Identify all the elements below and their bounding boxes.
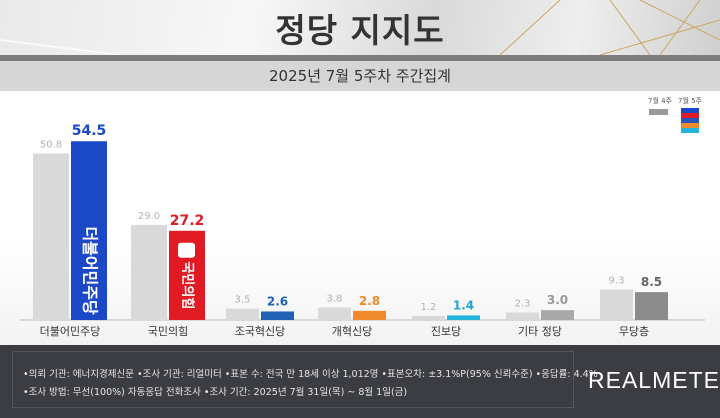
bar-prev-week — [318, 307, 351, 320]
bar-prev-week — [33, 153, 69, 320]
ppp-logo-mark — [178, 242, 195, 258]
bar-this-week — [447, 315, 480, 320]
legend-swatch-this-week — [681, 113, 699, 118]
legend-label-prev-week: 7월 4주 — [648, 96, 673, 105]
ppp-logo: 국민의힘 — [180, 261, 196, 309]
value-label-prev-week: 29.0 — [138, 211, 160, 222]
value-label-this-week: 8.5 — [641, 275, 662, 289]
realmeter-logo: REALMETER — [588, 367, 720, 393]
legend-swatch-this-week — [681, 108, 699, 113]
survey-info-line-1: •의뢰 기관: 에너지경제신문 •조사 기관: 리얼미터 •표본 수: 전국 만… — [23, 369, 598, 380]
legend-swatch-this-week — [681, 118, 699, 123]
legend-swatch-this-week — [681, 128, 699, 133]
survey-info-box: •의뢰 기관: 에너지경제신문 •조사 기관: 리얼미터 •표본 수: 전국 만… — [12, 351, 598, 408]
category-label: 더불어민주당 — [40, 325, 101, 338]
category-label: 개혁신당 — [332, 325, 372, 338]
bar-this-week — [261, 311, 294, 320]
value-label-prev-week: 3.5 — [235, 295, 251, 306]
title-banner: 정당 지지도 — [0, 0, 720, 55]
footer: •의뢰 기관: 에너지경제신문 •조사 기관: 리얼미터 •표본 수: 전국 만… — [0, 345, 720, 418]
category-label: 무당층 — [619, 325, 649, 338]
bar-prev-week — [600, 289, 633, 320]
value-label-this-week: 2.6 — [267, 294, 288, 308]
value-label-this-week: 2.8 — [359, 294, 380, 308]
legend-label-this-week: 7월 5주 — [678, 96, 703, 105]
bar-this-week — [353, 310, 386, 320]
category-label: 진보당 — [431, 325, 461, 338]
bar-prev-week — [506, 312, 539, 320]
democratic-party-logo: 더불어민주당 — [81, 226, 100, 315]
category-label: 국민의힘 — [148, 325, 188, 338]
value-label-this-week: 3.0 — [547, 293, 568, 307]
bar-chart: 50.8 54.5 더불어민주당 더불어민주당 29.0 27.2 국민의힘 국민의힘 3.5 2… — [0, 91, 720, 345]
divider — [0, 55, 720, 61]
category-label: 조국혁신당 — [235, 325, 286, 338]
value-label-this-week: 27.2 — [170, 213, 205, 229]
value-label-prev-week: 3.8 — [327, 294, 343, 305]
value-label-this-week: 1.4 — [453, 298, 474, 312]
bar-prev-week — [131, 224, 167, 320]
decorative-gold-lines — [0, 0, 720, 55]
bar-this-week — [541, 310, 574, 320]
value-label-prev-week: 50.8 — [40, 139, 62, 150]
bar-prev-week — [226, 308, 259, 320]
page-title: 정당 지지도 — [275, 11, 445, 50]
legend-swatch-prev-week — [649, 109, 668, 115]
legend-swatch-this-week — [681, 123, 699, 128]
category-label: 기타 정당 — [518, 325, 562, 338]
survey-info-line-2: •조사 방법: 무선(100%) 자동응답 전화조사 •조사 기간: 2025년… — [23, 387, 408, 398]
bar-this-week — [635, 292, 668, 320]
bar-this-week — [71, 141, 107, 320]
value-label-prev-week: 1.2 — [421, 302, 437, 313]
subtitle: 2025년 7월 5주차 주간집계 — [0, 61, 720, 91]
bar-prev-week — [412, 316, 445, 320]
value-label-this-week: 54.5 — [72, 123, 107, 139]
value-label-prev-week: 2.3 — [515, 298, 531, 309]
value-label-prev-week: 9.3 — [609, 275, 625, 286]
